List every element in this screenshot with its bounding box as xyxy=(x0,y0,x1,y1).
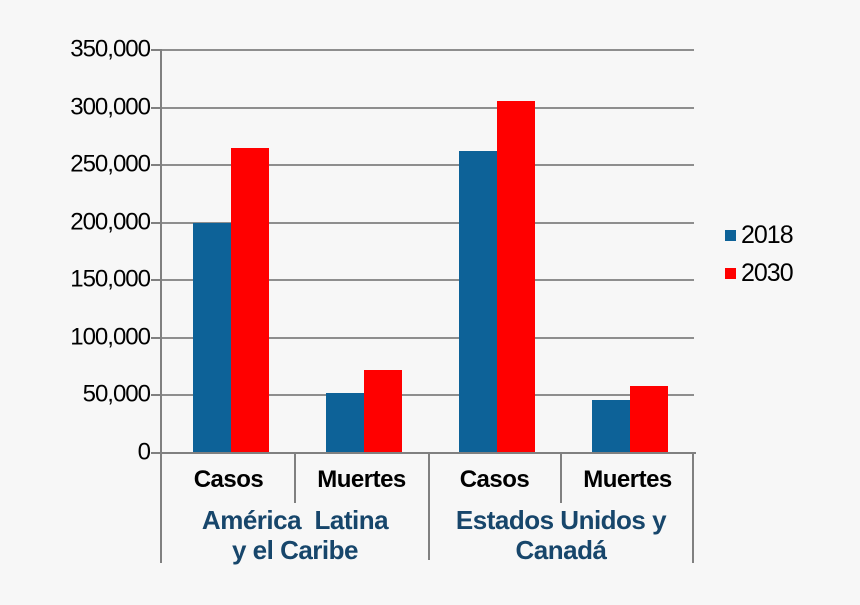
y-tick-label: 50,000 xyxy=(82,380,151,408)
legend-label-2018: 2018 xyxy=(741,221,794,249)
gridline xyxy=(162,221,694,224)
legend-swatch-2018 xyxy=(725,230,736,241)
category-separator xyxy=(294,453,296,503)
gridline xyxy=(162,49,694,51)
group-label-0: América Latina y el Caribe xyxy=(201,505,389,565)
legend-item-2030: 2030 xyxy=(725,259,794,288)
group-separator xyxy=(160,453,162,563)
bar-2018-muertes-3 xyxy=(592,400,630,453)
y-axis-tick xyxy=(151,336,162,339)
gridline xyxy=(162,106,694,109)
y-axis-tick xyxy=(151,106,162,109)
y-axis-tick xyxy=(151,164,162,167)
y-axis-tick xyxy=(151,279,162,282)
y-axis-tick xyxy=(151,49,162,51)
bar-2030-casos-0 xyxy=(231,148,269,453)
y-tick-label: 200,000 xyxy=(70,208,151,236)
y-tick-label: 350,000 xyxy=(70,35,151,63)
category-label-casos-2: Casos xyxy=(459,466,530,493)
gridline xyxy=(162,394,694,397)
y-axis-tick xyxy=(151,221,162,224)
category-label-muertes-3: Muertes xyxy=(583,466,672,493)
gridline xyxy=(162,164,694,167)
y-tick-label: 0 xyxy=(137,438,151,466)
legend: 2018 2030 xyxy=(725,221,794,297)
plot-area xyxy=(162,49,694,453)
bar-2018-muertes-1 xyxy=(326,393,364,453)
y-axis-line xyxy=(160,50,162,454)
category-separator xyxy=(560,453,562,503)
y-tick-label: 300,000 xyxy=(70,93,151,121)
bar-2030-muertes-1 xyxy=(364,370,402,453)
group-separator xyxy=(428,453,430,560)
category-label-casos-0: Casos xyxy=(193,466,264,493)
group-label-1: Estados Unidos y Canadá xyxy=(455,505,667,565)
category-label-muertes-1: Muertes xyxy=(317,466,406,493)
bar-2018-casos-0 xyxy=(193,223,231,453)
legend-swatch-2030 xyxy=(725,268,736,279)
legend-label-2030: 2030 xyxy=(741,259,794,287)
gridline xyxy=(162,336,694,339)
bar-2018-casos-2 xyxy=(459,151,497,453)
bar-2030-casos-2 xyxy=(497,101,535,453)
gridline xyxy=(162,279,694,282)
legend-item-2018: 2018 xyxy=(725,221,794,250)
y-tick-label: 100,000 xyxy=(70,323,151,351)
y-axis-tick xyxy=(151,452,162,454)
bar-2030-muertes-3 xyxy=(630,386,668,453)
y-axis-tick xyxy=(151,394,162,397)
y-tick-label: 150,000 xyxy=(70,265,151,293)
y-tick-label: 250,000 xyxy=(70,150,151,178)
group-separator xyxy=(692,453,694,563)
